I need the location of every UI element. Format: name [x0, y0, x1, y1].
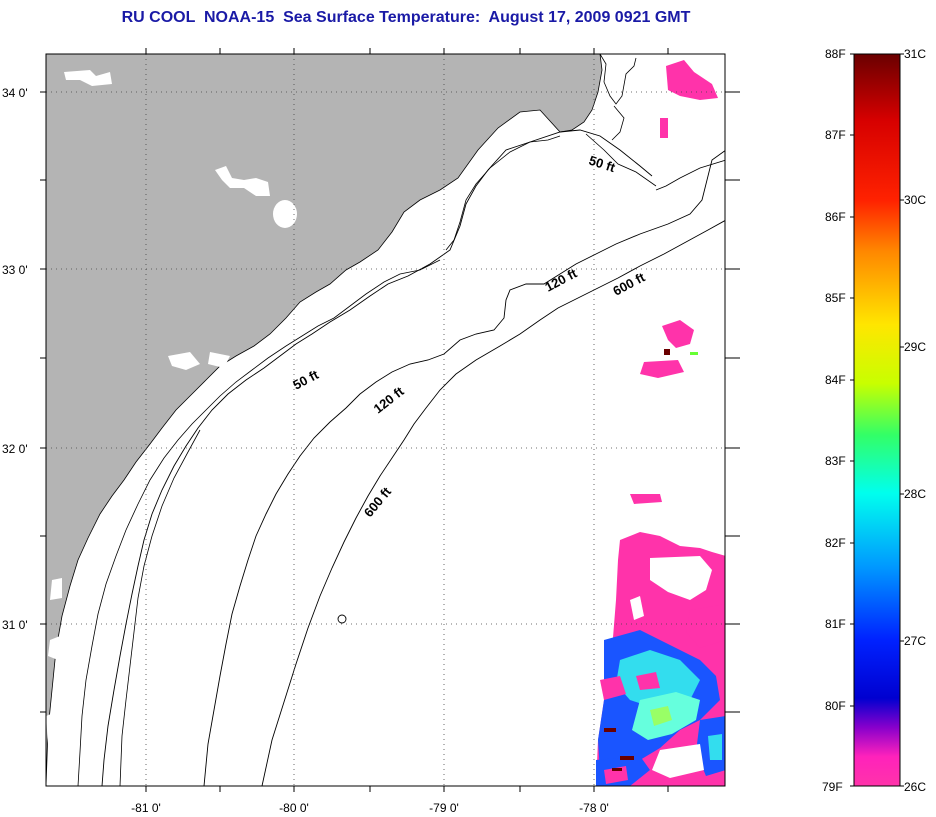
axis-ticks — [40, 48, 740, 792]
cb-f-85: 85F — [825, 291, 846, 305]
lat-label-31: 31 0' — [2, 618, 28, 632]
cb-f-81: 81F — [825, 617, 846, 631]
cb-c-26: 26C — [904, 780, 926, 794]
cb-f-83: 83F — [825, 454, 846, 468]
colorbar-gradient — [853, 53, 901, 787]
cb-f-88: 88F — [825, 47, 846, 61]
cb-f-86: 86F — [825, 210, 846, 224]
graticule — [46, 54, 725, 786]
lon-label-79: -79 0' — [429, 801, 459, 815]
colorbar: 88F 87F 86F 85F 84F 83F 82F 81F 80F 79F … — [822, 47, 926, 794]
lon-label-78: -78 0' — [579, 801, 609, 815]
inland-water — [46, 70, 410, 744]
lon-label-81: -81 0' — [131, 801, 161, 815]
map-title: RU COOL NOAA-15 Sea Surface Temperature:… — [121, 9, 691, 26]
lon-label-80: -80 0' — [279, 801, 309, 815]
contour-600ft — [261, 220, 725, 786]
map-frame — [45, 53, 726, 787]
lat-label-34: 34 0' — [2, 86, 28, 100]
map-area — [46, 54, 725, 786]
land-mass — [46, 54, 603, 786]
cb-f-87: 87F — [825, 128, 846, 142]
contour-50ft — [101, 129, 725, 786]
sst-swath — [596, 60, 725, 786]
cb-f-82: 82F — [825, 536, 846, 550]
lat-label-32: 32 0' — [2, 442, 28, 456]
cb-f-80: 80F — [825, 699, 846, 713]
cb-c-27: 27C — [904, 634, 926, 648]
cb-f-79: 79F — [822, 780, 843, 794]
cb-f-84: 84F — [825, 373, 846, 387]
lat-label-33: 33 0' — [2, 263, 28, 277]
contour-120ft — [203, 150, 725, 786]
cb-c-30: 30C — [904, 193, 926, 207]
bathymetry-contours — [101, 129, 725, 786]
cb-c-31: 31C — [904, 47, 926, 61]
cb-c-28: 28C — [904, 487, 926, 501]
cb-c-29: 29C — [904, 340, 926, 354]
